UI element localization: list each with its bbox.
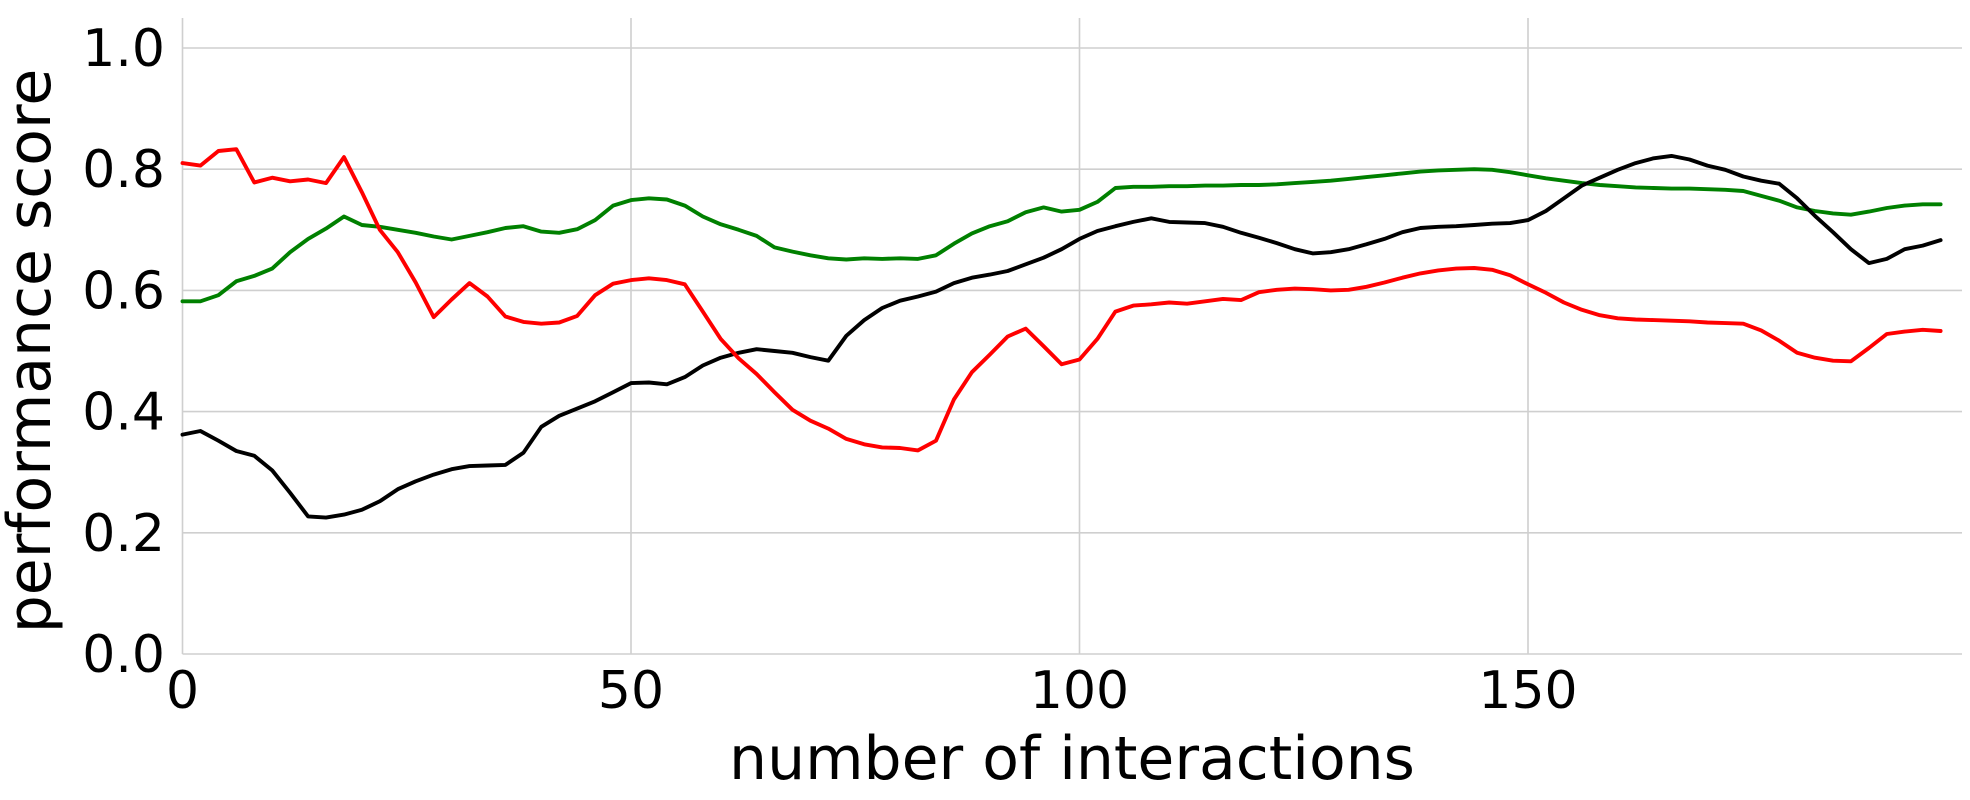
- y-tick-label: 0.4: [82, 383, 165, 443]
- series-lines: [180, 147, 1943, 520]
- y-tick-label: 0.0: [82, 625, 165, 685]
- tick-labels: 0 50 100 150 0.0 0.2 0.4 0.6 0.8 1.0: [82, 19, 1577, 721]
- x-tick-label: 0: [166, 661, 199, 721]
- x-tick-label: 100: [1030, 661, 1129, 721]
- y-axis-title: performance score: [0, 69, 65, 634]
- y-tick-label: 0.2: [82, 504, 165, 564]
- grid: [181, 18, 1962, 655]
- y-tick-label: 0.8: [82, 140, 165, 200]
- series-line-black: [180, 153, 1943, 520]
- x-tick-label: 50: [598, 661, 664, 721]
- x-tick-label: 150: [1478, 661, 1577, 721]
- series-line-green: [180, 167, 1943, 304]
- y-tick-label: 0.6: [82, 261, 165, 321]
- y-tick-label: 1.0: [82, 19, 165, 79]
- x-axis-title: number of interactions: [729, 724, 1415, 794]
- series-line-red: [180, 147, 1943, 453]
